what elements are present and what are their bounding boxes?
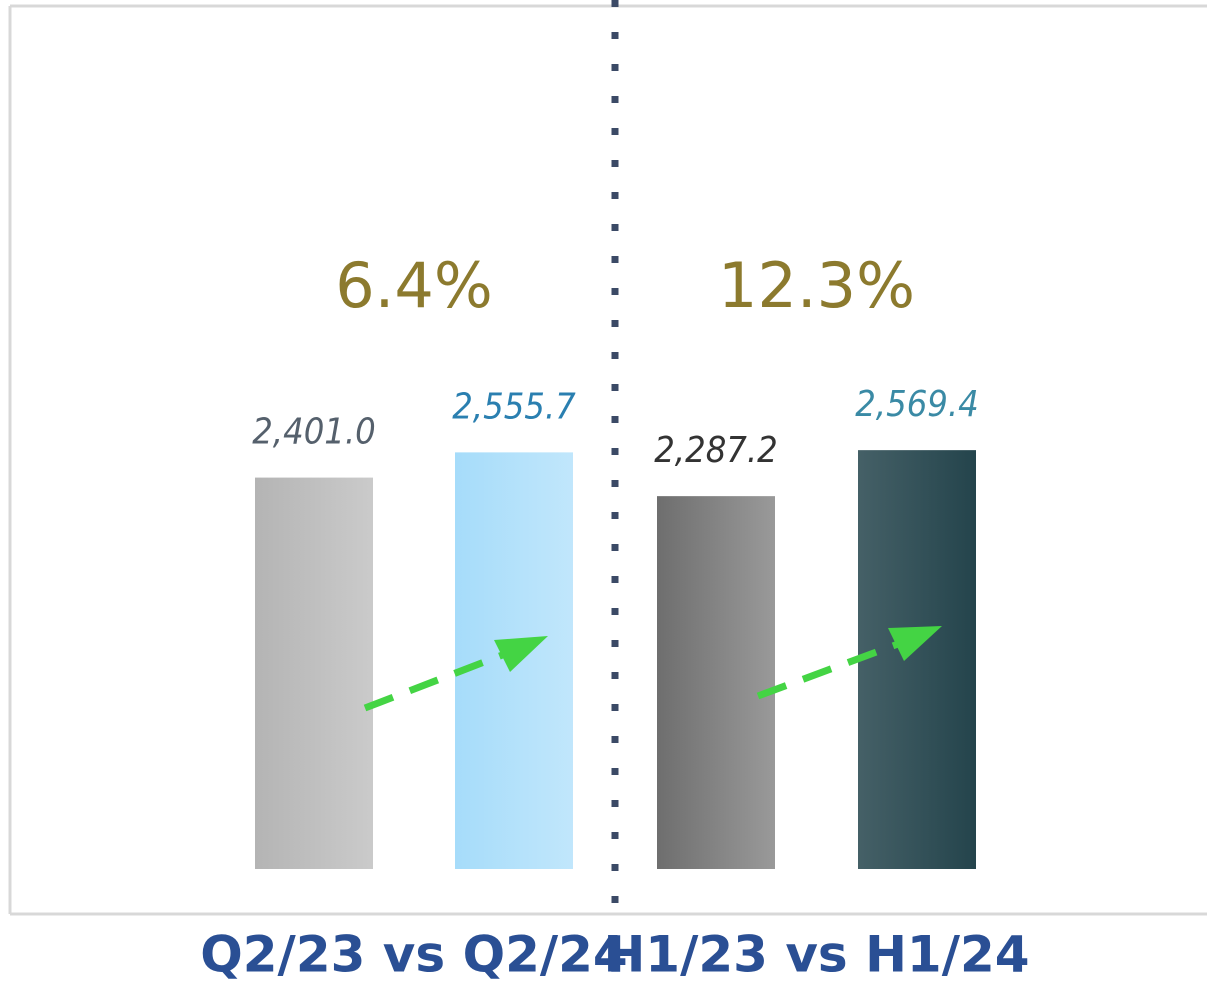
growth-label: 12.3% <box>718 249 915 322</box>
growth-arrow <box>756 626 942 700</box>
group-title: Q2/23 vs Q2/24 <box>200 926 627 984</box>
bar <box>255 477 373 869</box>
value-label: 2,401.0 <box>252 412 376 453</box>
bar <box>858 450 976 869</box>
frame <box>8 4 1207 916</box>
growth-arrow <box>363 636 548 712</box>
value-label: 2,555.7 <box>452 386 576 427</box>
value-label: 2,569.4 <box>855 384 979 425</box>
value-label: 2,287.2 <box>654 430 778 471</box>
growth-label: 6.4% <box>335 249 493 322</box>
bar <box>657 496 775 869</box>
group-title: H1/23 vs H1/24 <box>603 926 1029 984</box>
